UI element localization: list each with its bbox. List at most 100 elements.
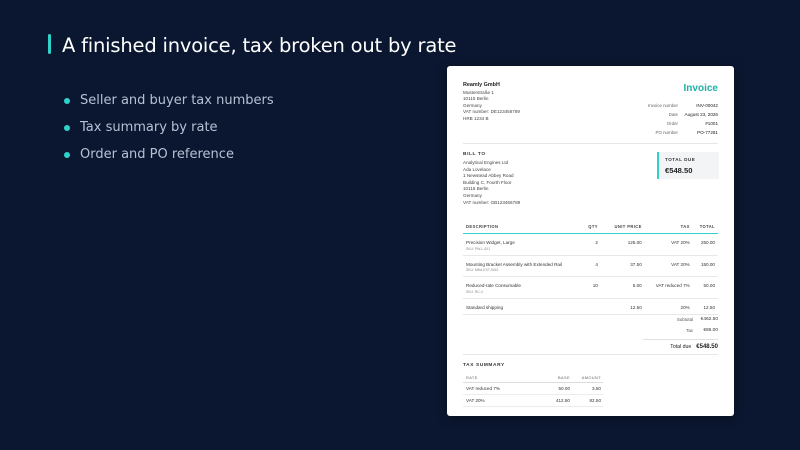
seller-address-line: Musterstraße 1 <box>463 89 494 95</box>
item-sku: SKU: RC-4 <box>466 289 483 294</box>
table-row: VAT 20% 412.50 82.50 <box>463 394 603 407</box>
tax-label: Tax <box>686 328 693 333</box>
item-qty <box>577 298 598 315</box>
bill-to-line: Building C, Fourth Floor <box>463 179 512 185</box>
seller-vat-number: VAT number: DE123456789 <box>463 109 520 115</box>
meta-row: Order #1001 <box>648 119 718 128</box>
bullet-dot-icon <box>64 125 70 131</box>
item-total: 250.00 <box>697 233 718 256</box>
seller-registration: HRB 1234 B <box>463 115 489 121</box>
meta-row: Date August 23, 2026 <box>648 110 718 119</box>
totals-block: Subtotal €462.50 Tax €86.00 Total due €548.… <box>643 314 718 354</box>
item-tax: VAT reduced 7% <box>641 276 698 299</box>
bill-to-line: 10115 Berlin <box>463 186 489 192</box>
col-base: BASE <box>538 372 572 383</box>
seller-block: Reamly GmbH Musterstraße 1 10115 Berlin … <box>463 82 603 122</box>
item-qty: 2 <box>577 233 598 256</box>
table-row: Standard shipping 12.50 20% 12.50 <box>463 298 718 315</box>
seller-address-line: Germany <box>463 102 482 108</box>
bullet-dot-icon <box>64 98 70 104</box>
grand-total-row: Total due €548.50 <box>643 339 718 354</box>
meta-value: PO-77281 <box>697 130 718 135</box>
item-unit-price: 12.50 <box>597 298 642 315</box>
item-sku: SKU: MBA-EXT-0042 <box>466 268 499 272</box>
line-items-header: DESCRIPTION QTY UNIT PRICE TAX TOTAL <box>463 219 718 234</box>
bill-to-line: Ada Lovelace <box>463 166 491 172</box>
item-unit-price: 5.00 <box>597 276 642 299</box>
total-due-value: €548.50 <box>665 166 693 175</box>
tax-value: €86.00 <box>703 328 718 333</box>
meta-row: PO number PO-77281 <box>648 128 718 137</box>
meta-value: #1001 <box>705 121 718 126</box>
subtotal-label: Subtotal <box>676 317 693 322</box>
bullet-dot-icon <box>64 152 70 158</box>
item-name: Mounting Bracket Assembly with Extended … <box>466 261 563 267</box>
slide-title: A finished invoice, tax broken out by ra… <box>62 34 457 57</box>
item-total: 12.50 <box>697 298 718 315</box>
meta-label: Order <box>666 121 678 126</box>
item-name: Standard shipping <box>466 304 504 310</box>
subtotal-row: Subtotal €462.50 <box>643 314 718 325</box>
invoice-card: Reamly GmbH Musterstraße 1 10115 Berlin … <box>447 66 734 416</box>
table-row: Reduced-rate Consumable SKU: RC-4 10 5.00… <box>463 276 718 299</box>
tax-amount: 3.50 <box>572 382 603 395</box>
header-divider <box>463 143 718 144</box>
item-tax: 20% <box>641 298 698 315</box>
tax-summary-header: RATE BASE AMOUNT <box>463 372 603 383</box>
tax-base: 412.50 <box>538 394 572 407</box>
bullet-text: Order and PO reference <box>80 147 234 162</box>
item-tax: VAT 20% <box>641 255 698 277</box>
table-row: Mounting Bracket Assembly with Extended … <box>463 255 718 277</box>
meta-value: August 23, 2026 <box>684 112 718 117</box>
invoice-meta: Invoice number INV-00042 Date August 23, 2… <box>648 101 718 137</box>
bullet-item: Order and PO reference <box>64 146 274 164</box>
col-rate: RATE <box>463 372 538 383</box>
meta-label: Date <box>668 112 678 117</box>
bill-to-line: 1 Newstead Abbey Road <box>463 173 514 179</box>
item-description: Reduced-rate Consumable SKU: RC-4 <box>463 276 578 299</box>
bill-to-line: Germany <box>463 192 482 198</box>
col-description: DESCRIPTION <box>463 219 578 234</box>
tax-summary-divider <box>463 354 718 355</box>
title-accent-bar <box>48 34 51 54</box>
item-description: Standard shipping <box>463 298 578 315</box>
bill-to-line: Analytical Engines Ltd <box>463 160 509 165</box>
bullet-item: Seller and buyer tax numbers <box>64 92 274 110</box>
item-description: Precision Widget, Large SKU: PW-L-001 <box>463 233 578 256</box>
grand-total-label: Total due <box>670 344 692 350</box>
col-amount: AMOUNT <box>572 372 603 383</box>
item-total: 50.00 <box>697 276 718 299</box>
item-qty: 4 <box>577 255 598 277</box>
tax-amount: 82.50 <box>572 394 603 407</box>
bullet-list: Seller and buyer tax numbers Tax summary… <box>64 92 274 173</box>
meta-row: Invoice number INV-00042 <box>648 101 718 110</box>
col-qty: QTY <box>577 219 598 234</box>
item-qty: 10 <box>577 276 598 299</box>
bullet-item: Tax summary by rate <box>64 119 274 137</box>
tax-row: Tax €86.00 <box>643 325 718 336</box>
item-tax: VAT 20% <box>641 233 698 256</box>
tax-summary-table: RATE BASE AMOUNT VAT reduced 7% 50.00 3.… <box>463 372 603 407</box>
meta-label: Invoice number <box>647 103 678 108</box>
item-total: 150.00 <box>697 255 718 277</box>
bill-to-block: BILL TO Analytical Engines Ltd Ada Lovel… <box>463 152 613 206</box>
item-name: Precision Widget, Large <box>466 240 515 245</box>
col-unit-price: UNIT PRICE <box>597 219 642 234</box>
bill-to-heading: BILL TO <box>463 152 486 157</box>
tax-base: 50.00 <box>538 382 572 395</box>
col-tax: TAX <box>641 219 698 234</box>
invoice-title: Invoice <box>683 83 718 94</box>
seller-name: Reamly GmbH <box>463 82 500 88</box>
subtotal-value: €462.50 <box>700 317 718 322</box>
grand-total-value: €548.50 <box>696 344 718 350</box>
item-name: Reduced-rate Consumable <box>466 283 521 288</box>
tax-rate: VAT reduced 7% <box>463 382 538 395</box>
table-row: Precision Widget, Large SKU: PW-L-001 2 1… <box>463 233 718 256</box>
item-unit-price: 37.50 <box>597 255 642 277</box>
meta-label: PO number <box>655 130 678 135</box>
buyer-vat-number: VAT number: GB123456789 <box>463 199 521 205</box>
tax-rate: VAT 20% <box>463 394 538 407</box>
total-due-label: TOTAL DUE <box>665 157 696 162</box>
tax-summary-heading: TAX SUMMARY <box>463 363 505 368</box>
bullet-text: Tax summary by rate <box>80 120 218 135</box>
